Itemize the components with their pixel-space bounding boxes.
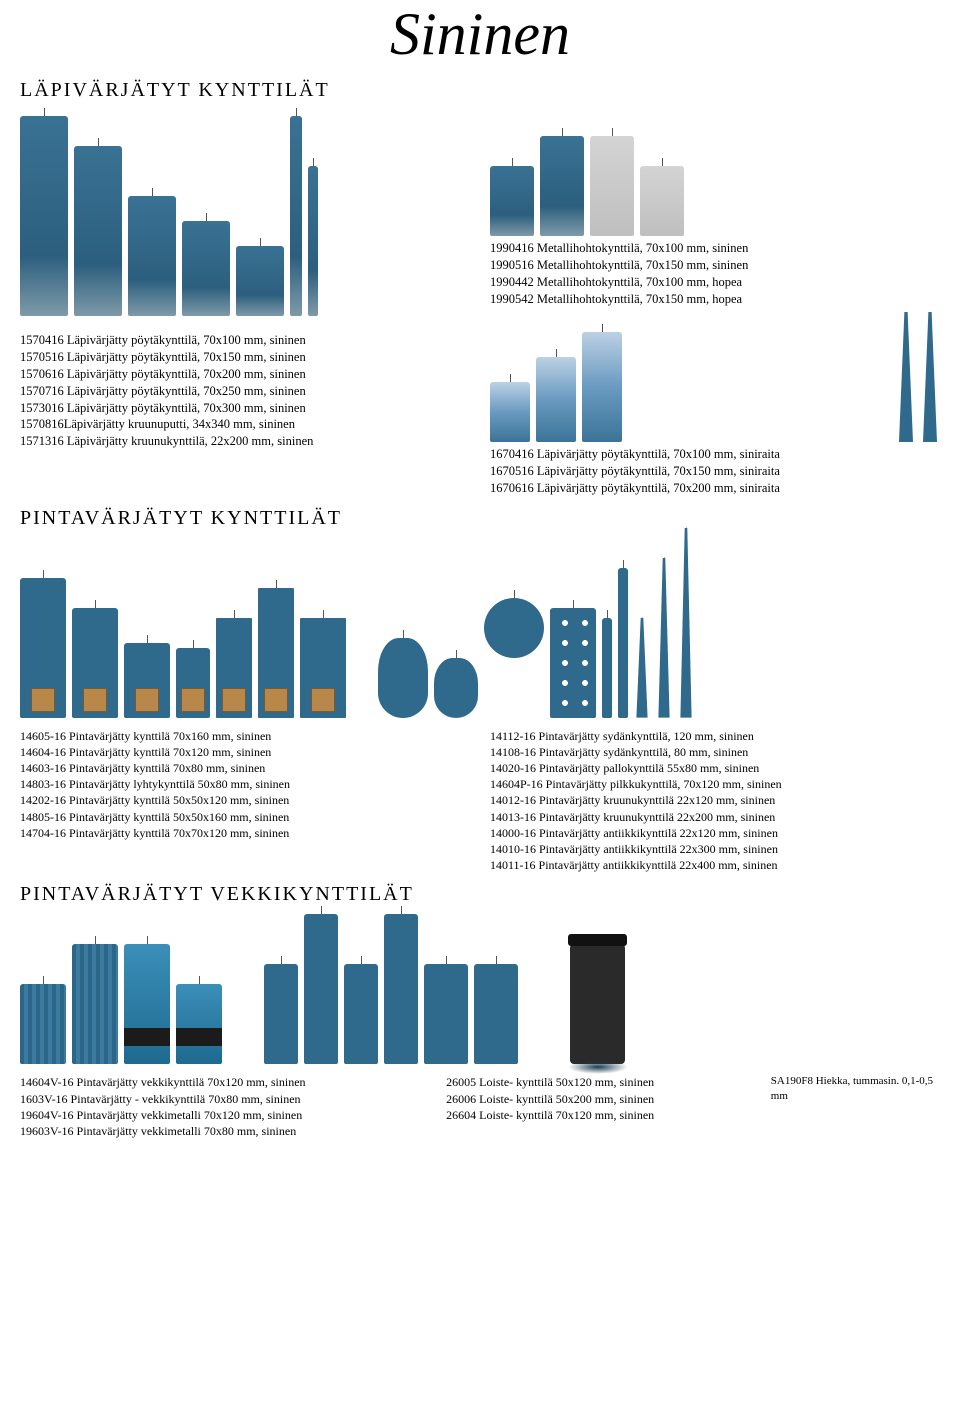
- product-line: 1570416 Läpivärjätty pöytäkynttilä, 70x1…: [20, 332, 470, 349]
- product-list-vekki-left: 14604V-16 Pintavärjätty vekkikynttilä 70…: [20, 1074, 426, 1139]
- product-line: 14020-16 Pintavärjätty pallokynttilä 55x…: [490, 760, 940, 776]
- product-line: 14112-16 Pintavärjätty sydänkynttilä, 12…: [490, 728, 940, 744]
- product-line: 1570516 Läpivärjätty pöytäkynttilä, 70x1…: [20, 349, 470, 366]
- product-line: 14010-16 Pintavärjätty antiikkikynttilä …: [490, 841, 940, 857]
- image-group-pintavarjatyt: [20, 538, 940, 718]
- product-line: 26006 Loiste- kynttilä 50x200 mm, sinine…: [446, 1091, 751, 1107]
- product-line: 1990442 Metallihohtokynttilä, 70x100 mm,…: [490, 274, 940, 291]
- page-title: Sininen: [20, 0, 940, 69]
- section-heading-vekki: PINTAVÄRJÄTYT VEKKIKYNTTILÄT: [20, 883, 940, 906]
- product-line: 1670416 Läpivärjätty pöytäkynttilä, 70x1…: [490, 446, 940, 463]
- section-heading-lapivarjatyt: LÄPIVÄRJÄTYT KYNTTILÄT: [20, 79, 940, 102]
- product-line: 14013-16 Pintavärjätty kruunukynttilä 22…: [490, 809, 940, 825]
- product-list-pinta-left: 14605-16 Pintavärjätty kynttilä 70x160 m…: [20, 728, 470, 874]
- product-list-poyta-left: 1570416 Läpivärjätty pöytäkynttilä, 70x1…: [20, 332, 470, 497]
- product-line: 14604V-16 Pintavärjätty vekkikynttilä 70…: [20, 1074, 426, 1090]
- product-line: 14604P-16 Pintavärjätty pilkkukynttilä, …: [490, 776, 940, 792]
- product-line: 14202-16 Pintavärjätty kynttilä 50x50x12…: [20, 792, 470, 808]
- product-line: 1990542 Metallihohtokynttilä, 70x150 mm,…: [490, 291, 940, 308]
- product-line: 1570716 Läpivärjätty pöytäkynttilä, 70x2…: [20, 383, 470, 400]
- product-line: 1603V-16 Pintavärjätty - vekkikynttilä 7…: [20, 1091, 426, 1107]
- image-group-metalli: [490, 116, 940, 236]
- section-heading-pintavarjatyt: PINTAVÄRJÄTYT KYNTTILÄT: [20, 507, 940, 530]
- product-line: 19603V-16 Pintavärjätty vekkimetalli 70x…: [20, 1123, 426, 1139]
- product-line: 1570816Läpivärjätty kruunuputti, 34x340 …: [20, 416, 470, 433]
- product-line: 1670616 Läpivärjätty pöytäkynttilä, 70x2…: [490, 480, 940, 497]
- product-line: 14805-16 Pintavärjätty kynttilä 50x50x16…: [20, 809, 470, 825]
- product-line: 14603-16 Pintavärjätty kynttilä 70x80 mm…: [20, 760, 470, 776]
- product-line: 14011-16 Pintavärjätty antiikkikynttilä …: [490, 857, 940, 873]
- product-line: 14803-16 Pintavärjätty lyhtykynttilä 50x…: [20, 776, 470, 792]
- product-line: 14605-16 Pintavärjätty kynttilä 70x160 m…: [20, 728, 470, 744]
- product-list-vekki-mid: 26005 Loiste- kynttilä 50x120 mm, sinine…: [446, 1074, 751, 1139]
- product-line: 14604-16 Pintavärjätty kynttilä 70x120 m…: [20, 744, 470, 760]
- image-group-siniraita: [490, 332, 940, 442]
- product-list-poyta-right: 1670416 Läpivärjätty pöytäkynttilä, 70x1…: [490, 446, 940, 497]
- product-line: 14012-16 Pintavärjätty kruunukynttilä 22…: [490, 792, 940, 808]
- image-group-vekki: [20, 914, 940, 1064]
- image-group-lapivarjatyt-left: [20, 116, 470, 316]
- product-line: 1670516 Läpivärjätty pöytäkynttilä, 70x1…: [490, 463, 940, 480]
- product-line: 1573016 Läpivärjätty pöytäkynttilä, 70x3…: [20, 400, 470, 417]
- product-line: SA190F8 Hiekka, tummasin. 0,1-0,5 mm: [771, 1074, 940, 1104]
- product-line: 1570616 Läpivärjätty pöytäkynttilä, 70x2…: [20, 366, 470, 383]
- product-line: 14000-16 Pintavärjätty antiikkikynttilä …: [490, 825, 940, 841]
- product-line: 14704-16 Pintavärjätty kynttilä 70x70x12…: [20, 825, 470, 841]
- product-line: 1990516 Metallihohtokynttilä, 70x150 mm,…: [490, 257, 940, 274]
- product-line: 26005 Loiste- kynttilä 50x120 mm, sinine…: [446, 1074, 751, 1090]
- product-line: 14108-16 Pintavärjätty sydänkynttilä, 80…: [490, 744, 940, 760]
- product-line: 1990416 Metallihohtokynttilä, 70x100 mm,…: [490, 240, 940, 257]
- product-line: 26604 Loiste- kynttilä 70x120 mm, sinine…: [446, 1107, 751, 1123]
- product-line: 19604V-16 Pintavärjätty vekkimetalli 70x…: [20, 1107, 426, 1123]
- product-list-vekki-right: SA190F8 Hiekka, tummasin. 0,1-0,5 mm: [771, 1074, 940, 1139]
- product-list-pinta-right: 14112-16 Pintavärjätty sydänkynttilä, 12…: [490, 728, 940, 874]
- product-list-metalli: 1990416 Metallihohtokynttilä, 70x100 mm,…: [490, 240, 940, 308]
- product-line: 1571316 Läpivärjätty kruunukynttilä, 22x…: [20, 433, 470, 450]
